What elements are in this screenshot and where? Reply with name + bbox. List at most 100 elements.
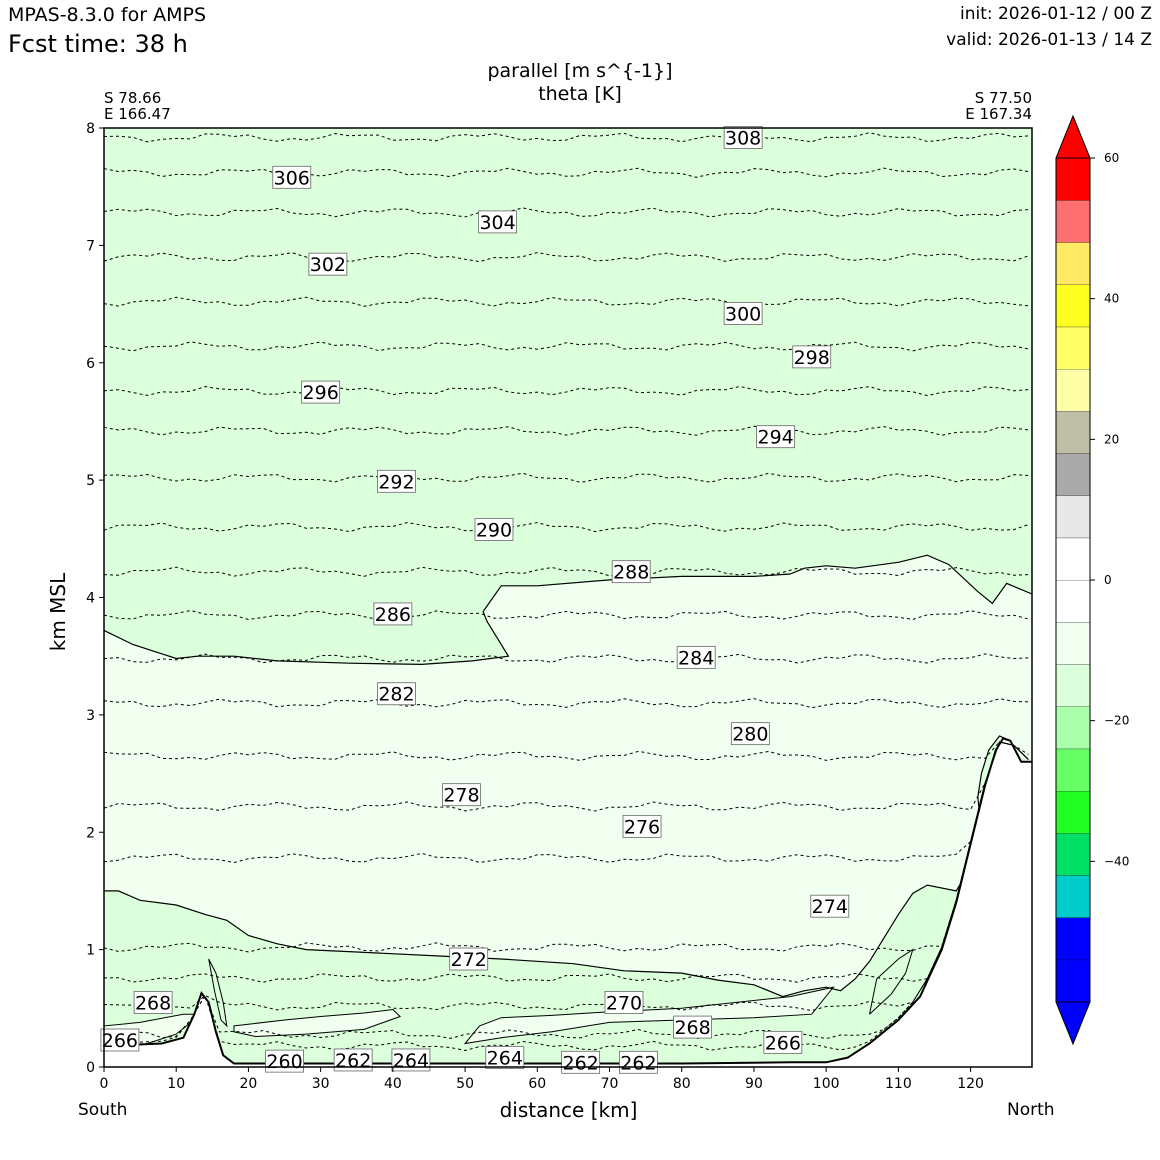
right-endpoint-lon: E 167.34 xyxy=(965,105,1032,123)
right-endpoint-lat: S 77.50 xyxy=(974,89,1032,107)
y-tick-label: 1 xyxy=(86,943,95,959)
x-axis-label: distance [km] xyxy=(499,1098,638,1122)
theta-label-text: 282 xyxy=(378,684,414,706)
pale-patch-right xyxy=(463,986,835,1045)
theta-label-box xyxy=(604,991,644,1014)
theta-contour-2 xyxy=(103,741,1029,1012)
theta-label-box xyxy=(377,682,416,706)
theta-label-box xyxy=(723,125,763,149)
theta-contour-12 xyxy=(103,522,1029,533)
colorbar-tick-label: 0 xyxy=(1104,573,1112,587)
theta-label-262: 262 xyxy=(619,1050,658,1074)
theta-label-288: 288 xyxy=(611,560,651,584)
x-tick-label: 30 xyxy=(312,1076,330,1092)
theta-label-text: 268 xyxy=(135,992,171,1014)
x-tick-label: 100 xyxy=(813,1076,840,1092)
theta-label-text: 278 xyxy=(443,785,479,807)
colorbar-segment xyxy=(1056,411,1090,454)
theta-label-text: 262 xyxy=(335,1050,371,1072)
theta-label-282: 282 xyxy=(377,682,416,706)
theta-label-box xyxy=(442,783,481,807)
y-tick-label: 2 xyxy=(86,825,95,841)
theta-label-text: 304 xyxy=(479,212,515,234)
theta-contour-14 xyxy=(103,425,1029,436)
theta-label-text: 274 xyxy=(812,896,848,918)
theta-contour-4 xyxy=(103,741,1029,953)
colorbar-tick-label: 20 xyxy=(1104,432,1119,446)
theta-label-box xyxy=(810,894,850,918)
colorbar-segment xyxy=(1056,453,1090,496)
theta-label-278: 278 xyxy=(442,783,481,807)
x-tick-label: 20 xyxy=(240,1076,258,1092)
theta-label-box xyxy=(730,722,770,746)
theta-label-294: 294 xyxy=(756,425,796,449)
contour-speed-minus5-upper xyxy=(103,554,1033,666)
theta-label-306: 306 xyxy=(272,165,312,189)
theta-label-302: 302 xyxy=(308,252,348,276)
theta-label-text: 284 xyxy=(678,647,714,669)
theta-label-274: 274 xyxy=(810,894,850,918)
pale-patch-mid xyxy=(233,1008,402,1038)
chart-title-line-2: theta [K] xyxy=(538,83,622,105)
theta-contour-13 xyxy=(103,472,1029,483)
theta-contour-6 xyxy=(103,741,1029,812)
colorbar-segment xyxy=(1056,537,1090,580)
theta-label-286: 286 xyxy=(373,602,413,626)
x-tick-label: 10 xyxy=(167,1076,185,1092)
theta-label-box xyxy=(449,947,489,971)
theta-label-text: 292 xyxy=(378,471,414,493)
y-tick-label: 3 xyxy=(86,708,95,724)
theta-label-296: 296 xyxy=(301,380,341,404)
theta-label-box xyxy=(377,469,416,493)
theta-label-box xyxy=(792,345,832,369)
theta-label-text: 264 xyxy=(393,1050,429,1072)
theta-label-box xyxy=(561,1050,601,1074)
y-tick-label: 6 xyxy=(86,356,95,372)
theta-label-text: 270 xyxy=(606,992,642,1014)
colorbar-bottom-extension xyxy=(1055,1001,1091,1046)
left-endpoint-lon: E 166.47 xyxy=(104,105,171,123)
terrain-fill xyxy=(104,738,1032,1067)
left-endpoint-lat: S 78.66 xyxy=(104,89,162,107)
colorbar-segment xyxy=(1056,875,1090,918)
theta-label-box xyxy=(272,165,312,189)
colorbar-segment xyxy=(1056,959,1090,1002)
y-tick-label: 8 xyxy=(86,121,95,137)
theta-label-box xyxy=(478,210,517,234)
theta-label-text: 280 xyxy=(732,724,768,746)
y-tick-label: 0 xyxy=(86,1060,95,1076)
colorbar-segment xyxy=(1056,664,1090,707)
colorbar-segment xyxy=(1056,242,1090,285)
theta-contour-16 xyxy=(103,341,1029,352)
theta-label-292: 292 xyxy=(377,469,416,493)
theta-label-268: 268 xyxy=(673,1015,712,1039)
theta-label-300: 300 xyxy=(723,302,763,325)
colorbar-segment xyxy=(1056,748,1090,791)
theta-label-box xyxy=(308,252,348,276)
init-time: init: 2026-01-12 / 00 Z xyxy=(959,4,1152,24)
theta-label-text: 294 xyxy=(757,427,793,449)
theta-label-308: 308 xyxy=(723,125,763,149)
theta-label-298: 298 xyxy=(792,345,832,369)
contour-small-right xyxy=(869,948,914,1015)
colorbar-tick-label: 40 xyxy=(1104,292,1119,306)
colorbar-tick-label: −40 xyxy=(1104,854,1129,868)
x-tick-label: 60 xyxy=(528,1076,546,1092)
theta-label-box xyxy=(301,380,341,404)
theta-label-box xyxy=(723,302,763,325)
colorbar-segment xyxy=(1056,284,1090,327)
colorbar-segment xyxy=(1056,706,1090,749)
theta-label-box xyxy=(100,1028,140,1052)
theta-contour-10 xyxy=(103,609,1029,621)
colorbar-segment xyxy=(1056,791,1090,834)
theta-label-290: 290 xyxy=(474,518,514,541)
theta-label-270: 270 xyxy=(604,991,644,1014)
colorbar-segment xyxy=(1056,917,1090,960)
theta-contour-15 xyxy=(103,385,1029,397)
theta-label-266: 266 xyxy=(763,1030,803,1054)
theta-label-272: 272 xyxy=(449,947,489,971)
colorbar-tick-label: 60 xyxy=(1104,151,1119,165)
theta-label-text: 298 xyxy=(794,347,830,369)
theta-label-text: 308 xyxy=(725,127,761,149)
